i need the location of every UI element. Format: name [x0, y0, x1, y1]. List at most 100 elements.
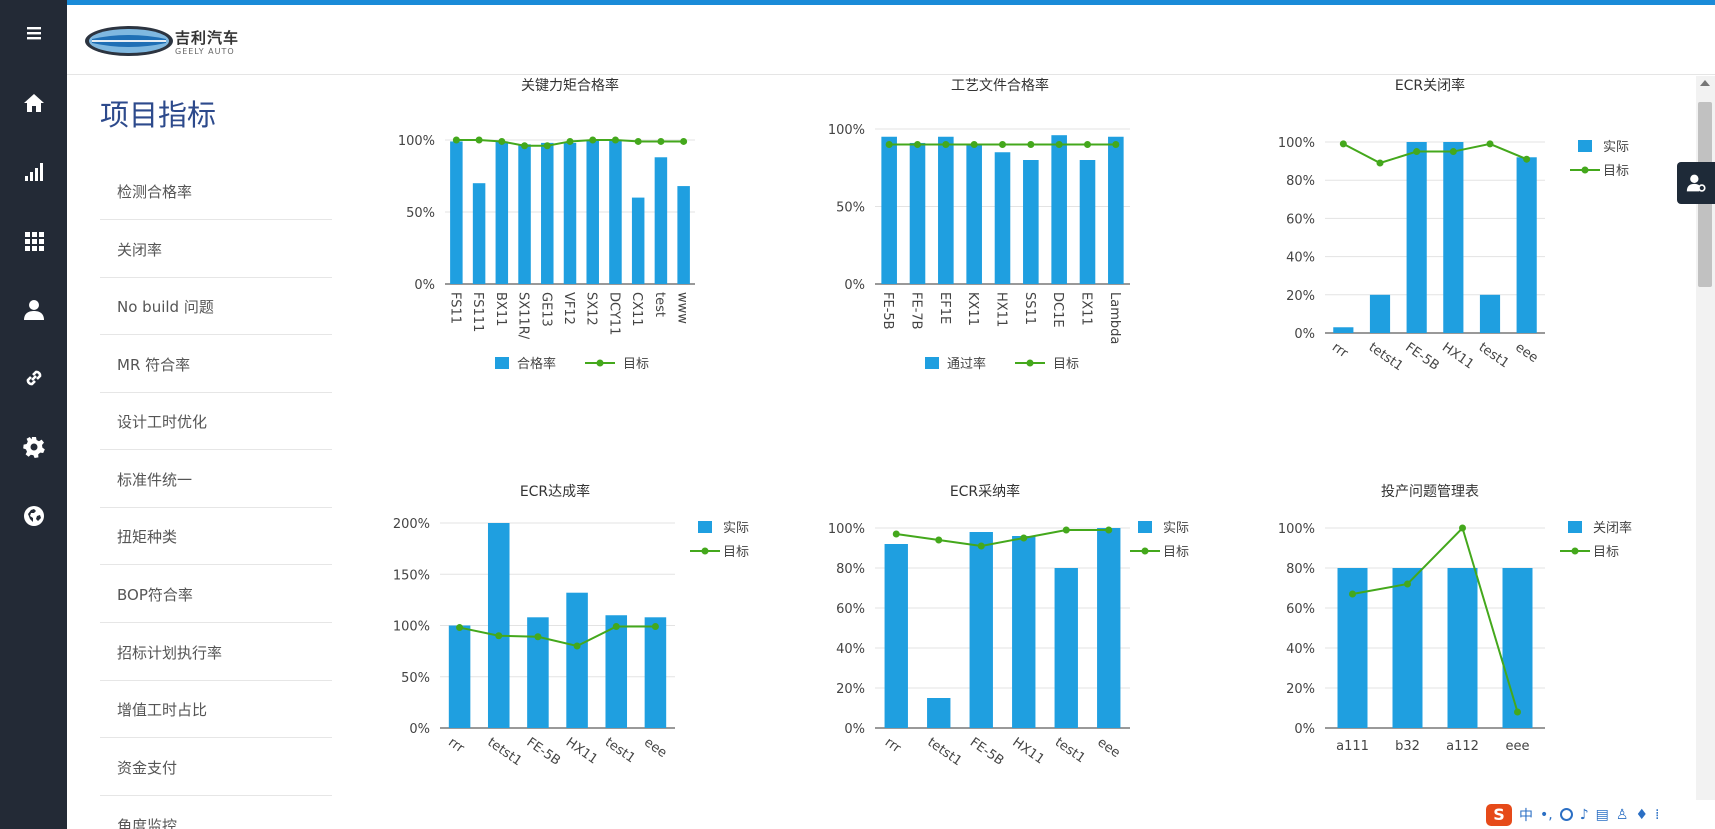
ime-keyboard-icon[interactable]: ▤: [1595, 806, 1609, 823]
ime-skin-icon[interactable]: ♦: [1635, 806, 1649, 823]
chart-ecr-close-rate: ECR关闭率 0% 20% 40% 60% 80% 100% rrr tetst1FE-5BHX…: [1278, 77, 1629, 374]
x-tick-label: FE-5B: [967, 735, 1006, 769]
y-tick-label: 80%: [1286, 174, 1315, 189]
x-tick-label: FE-5B: [880, 292, 895, 330]
geely-logo[interactable]: [84, 25, 174, 57]
legend-swatch-bar: [1568, 521, 1582, 533]
bar: [677, 186, 690, 284]
y-tick-label: 150%: [393, 568, 430, 583]
apps-button[interactable]: [0, 215, 67, 267]
bar: [1502, 568, 1533, 728]
ime-language-label[interactable]: 中: [1519, 807, 1533, 824]
menu-toggle-button[interactable]: [0, 7, 67, 59]
legend-swatch-point: [1026, 359, 1034, 367]
sogou-ime-icon[interactable]: S: [1486, 803, 1512, 826]
grid-icon: [24, 232, 44, 251]
target-point: [475, 136, 483, 144]
ime-tools-icon[interactable]: ⁞: [1655, 806, 1660, 823]
x-tick-label: VF12: [561, 292, 576, 325]
menu-item-bop-conformance[interactable]: BOP符合率: [100, 566, 332, 623]
menu-item-standard-parts[interactable]: 标准件统一: [100, 451, 332, 508]
x-tick-label: test1: [1052, 735, 1088, 766]
y-tick-label: 100%: [1278, 136, 1315, 151]
x-tick-label: SS11: [1022, 292, 1037, 325]
target-point: [1404, 580, 1411, 588]
bar: [563, 142, 577, 284]
x-tick-label: SX12: [584, 292, 599, 326]
globe-button[interactable]: [0, 490, 67, 542]
scroll-up-arrow[interactable]: [1700, 80, 1710, 86]
x-tick-label: CX11: [629, 292, 644, 327]
menu-item-torque-types[interactable]: 扭矩种类: [100, 508, 332, 565]
bar: [1447, 568, 1478, 728]
y-tick-label: 40%: [1286, 642, 1315, 657]
legend-label: 实际: [1603, 140, 1629, 155]
legend-label: 目标: [1053, 357, 1079, 372]
y-tick-label: 60%: [1286, 602, 1315, 617]
header: 吉利汽车 GEELY AUTO: [67, 5, 1715, 75]
ime-punctuation-icon[interactable]: •,: [1540, 806, 1553, 823]
target-point: [935, 536, 943, 544]
x-tick-label: BX11: [493, 292, 508, 326]
target-point: [999, 141, 1006, 148]
menu-item-angle-monitor[interactable]: 角度监控: [100, 797, 332, 829]
x-tick-label: EF1E: [937, 292, 952, 324]
y-tick-label: 60%: [1286, 212, 1315, 227]
bar: [495, 141, 509, 284]
target-point: [977, 542, 985, 550]
menu-item-design-hours[interactable]: 设计工时优化: [100, 393, 332, 450]
target-point: [521, 142, 529, 150]
target-point: [970, 141, 978, 148]
x-tick-label: tetst1: [484, 735, 524, 769]
link-button[interactable]: [0, 352, 67, 404]
link-icon: [26, 370, 41, 386]
chart-title: ECR达成率: [520, 483, 590, 500]
side-panel-tab[interactable]: [1677, 162, 1715, 204]
target-point: [1062, 526, 1070, 534]
legend-label: 实际: [1163, 521, 1189, 536]
y-tick-label: 0%: [414, 278, 435, 293]
menu-item-bid-plan-execution[interactable]: 招标计划执行率: [100, 624, 332, 681]
x-tick-label: EX11: [1079, 292, 1094, 326]
settings-button[interactable]: [0, 421, 67, 473]
target-point: [456, 624, 464, 632]
menu-item-fund-payment[interactable]: 资金支付: [100, 739, 332, 796]
target-line: [1342, 142, 1528, 165]
target-point: [573, 642, 581, 650]
ime-emoji-icon[interactable]: [1559, 808, 1573, 821]
bar: [631, 197, 645, 284]
target-point: [1349, 590, 1356, 598]
x-tick-label: DC1E: [1050, 292, 1065, 328]
menu-item-mr-conformance[interactable]: MR 符合率: [100, 336, 332, 393]
menu-item-no-build-issues[interactable]: No build 问题: [100, 278, 332, 335]
icon-sidebar: [0, 0, 67, 829]
bar: [1392, 568, 1423, 728]
home-button[interactable]: [0, 77, 67, 129]
user-button[interactable]: [0, 284, 67, 336]
charts-button[interactable]: [0, 146, 67, 198]
menu-item-inspection-pass-rate[interactable]: 检测合格率: [100, 163, 332, 220]
menu-item-close-rate[interactable]: 关闭率: [100, 221, 332, 278]
x-tick-label: FS111: [470, 292, 485, 332]
legend-label: 目标: [1603, 164, 1629, 179]
user-settings-icon: [1686, 174, 1706, 192]
bar: [1108, 136, 1124, 284]
bar: [605, 615, 628, 728]
bar: [884, 544, 908, 728]
bar: [1333, 327, 1354, 333]
bar: [1479, 294, 1501, 333]
target-line: [1352, 526, 1519, 713]
ime-user-icon[interactable]: ♙: [1615, 806, 1629, 823]
chart-legend: 合格率 目标: [495, 356, 649, 372]
menu-item-value-added-hours[interactable]: 增值工时占比: [100, 681, 332, 738]
bar: [1051, 135, 1067, 284]
x-tick-label: HX11: [1439, 340, 1476, 372]
ime-voice-icon[interactable]: ♪: [1579, 806, 1589, 823]
target-point: [1020, 534, 1028, 542]
target-point: [634, 137, 642, 145]
legend-swatch-bar: [1578, 140, 1592, 152]
legend-label: 目标: [723, 545, 749, 560]
target-point: [543, 142, 551, 150]
